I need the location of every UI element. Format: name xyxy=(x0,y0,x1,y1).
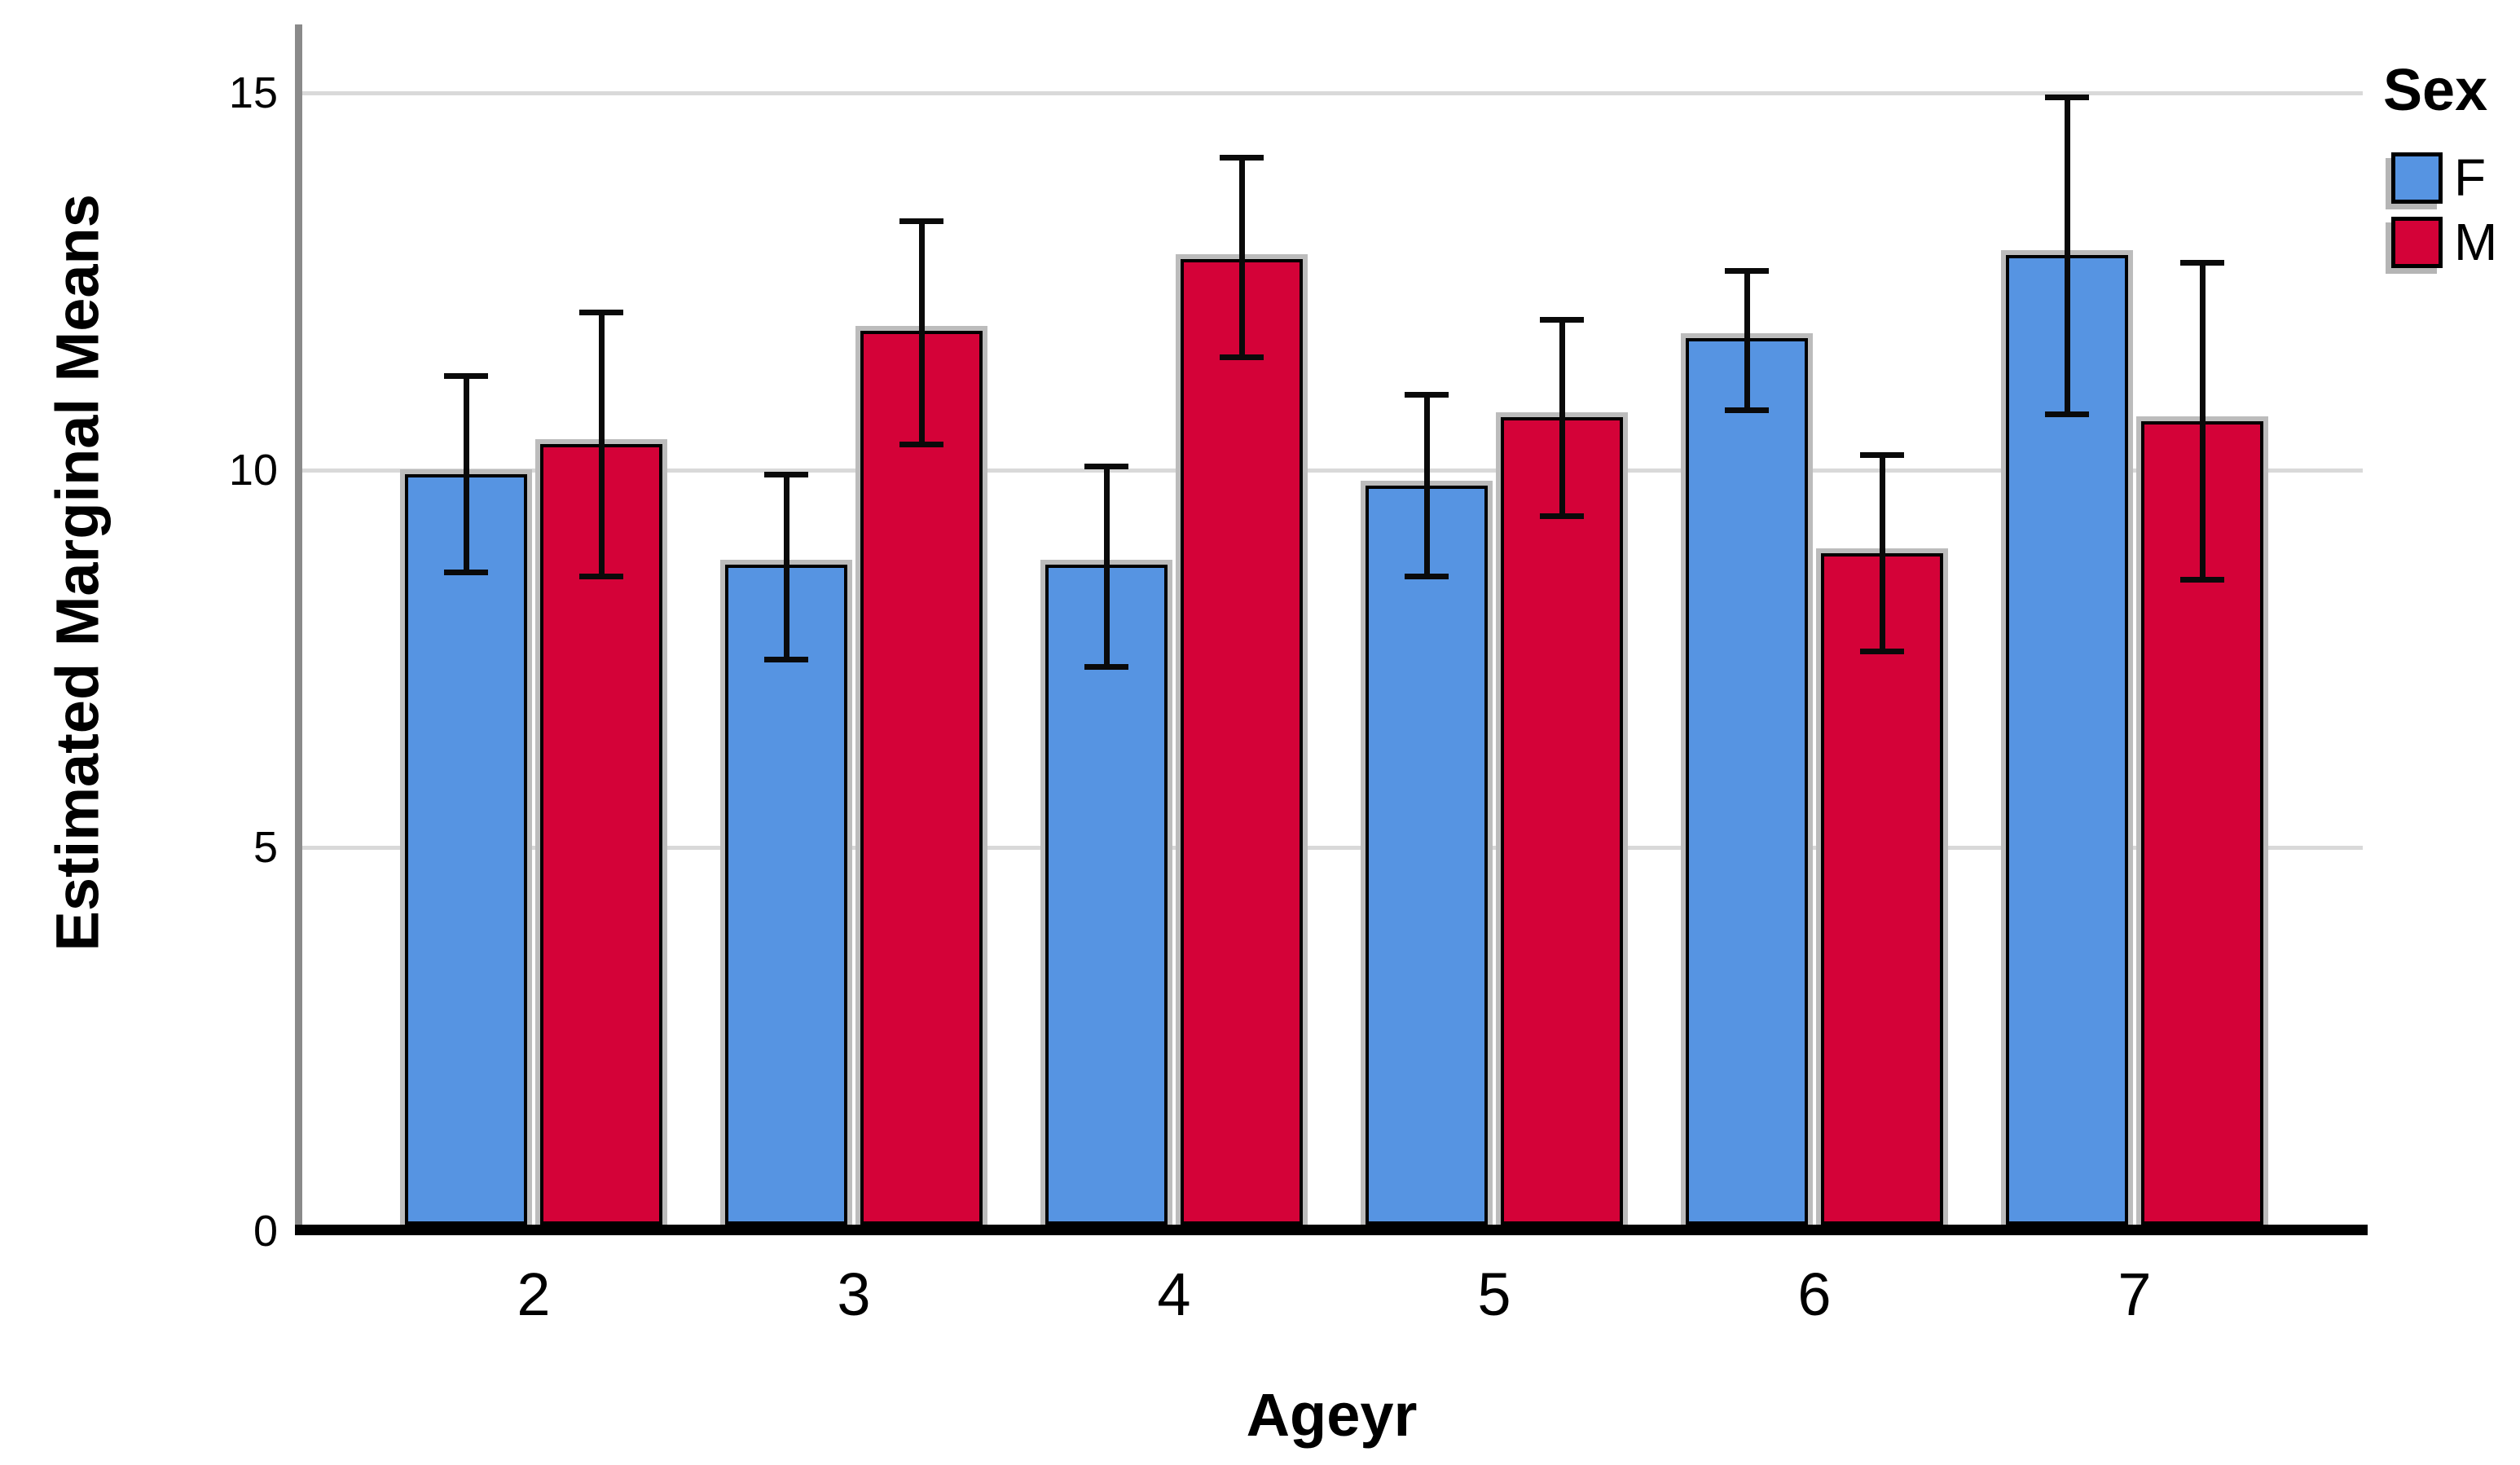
legend-swatch-F xyxy=(2391,152,2443,204)
y-axis-title: Estimated Marginal Means xyxy=(43,194,112,952)
error-cap-bottom-F-7 xyxy=(2045,411,2089,417)
error-cap-top-M-4 xyxy=(1220,154,1264,161)
error-cap-top-M-6 xyxy=(1860,452,1904,459)
x-tick-label-7: 7 xyxy=(2118,1260,2152,1328)
y-tick-label-5: 5 xyxy=(253,823,278,872)
bar-F-3 xyxy=(720,559,852,1230)
legend-label-F: F xyxy=(2454,148,2487,207)
error-cap-bottom-F-2 xyxy=(444,570,488,575)
error-bar-F-7 xyxy=(2065,96,2070,414)
error-bar-F-4 xyxy=(1104,466,1110,667)
x-tick-label-5: 5 xyxy=(1477,1260,1511,1328)
y-tick-label-10: 10 xyxy=(228,446,278,495)
error-bar-M-3 xyxy=(919,221,925,444)
gridline-y-10 xyxy=(301,469,2363,473)
error-bar-M-6 xyxy=(1880,455,1885,652)
error-cap-bottom-F-4 xyxy=(1084,663,1128,670)
legend-swatch-M xyxy=(2391,217,2443,268)
error-cap-bottom-M-6 xyxy=(1860,649,1904,655)
error-bar-F-2 xyxy=(464,376,469,572)
error-cap-top-M-5 xyxy=(1540,316,1584,323)
y-axis-line xyxy=(295,24,302,1235)
bar-M-4 xyxy=(1176,253,1308,1230)
gridline-y-5 xyxy=(301,846,2363,850)
error-bar-F-5 xyxy=(1424,394,1430,576)
bar-F-6 xyxy=(1681,332,1813,1230)
error-cap-top-F-6 xyxy=(1725,267,1769,274)
bar-F-2 xyxy=(400,469,532,1230)
error-cap-top-M-3 xyxy=(899,218,943,225)
error-cap-bottom-M-2 xyxy=(579,573,623,579)
error-cap-top-F-5 xyxy=(1405,392,1449,398)
error-bar-F-6 xyxy=(1744,270,1750,410)
error-cap-top-F-2 xyxy=(444,373,488,380)
error-cap-bottom-F-3 xyxy=(764,656,808,662)
bar-F-5 xyxy=(1361,480,1493,1230)
error-cap-top-F-4 xyxy=(1084,464,1128,470)
error-cap-bottom-M-4 xyxy=(1220,354,1264,361)
error-cap-top-M-2 xyxy=(579,309,623,315)
gridline-y-15 xyxy=(301,91,2363,95)
error-cap-top-F-3 xyxy=(764,471,808,477)
error-bar-F-3 xyxy=(784,473,789,659)
error-cap-bottom-M-3 xyxy=(899,441,943,447)
x-tick-label-6: 6 xyxy=(1797,1260,1832,1328)
error-bar-M-7 xyxy=(2200,262,2206,580)
bar-M-3 xyxy=(855,325,987,1230)
bar-M-6 xyxy=(1816,548,1948,1230)
error-cap-top-F-7 xyxy=(2045,94,2089,100)
error-cap-bottom-M-7 xyxy=(2180,577,2224,583)
error-cap-bottom-M-5 xyxy=(1540,513,1584,519)
bar-F-4 xyxy=(1040,559,1172,1230)
error-bar-M-5 xyxy=(1559,319,1565,516)
x-axis-title: Ageyr xyxy=(1246,1381,1418,1449)
error-cap-bottom-F-6 xyxy=(1725,407,1769,413)
legend-label-M: M xyxy=(2454,213,2498,271)
x-tick-label-2: 2 xyxy=(517,1260,551,1328)
x-axis-line xyxy=(295,1225,2368,1235)
x-tick-label-3: 3 xyxy=(837,1260,871,1328)
error-bar-M-4 xyxy=(1239,156,1245,358)
legend-title: Sex xyxy=(2383,58,2488,123)
error-bar-M-2 xyxy=(599,311,605,576)
y-tick-label-0: 0 xyxy=(253,1207,278,1256)
bar-M-5 xyxy=(1496,412,1628,1230)
y-tick-label-15: 15 xyxy=(228,68,278,117)
x-tick-label-4: 4 xyxy=(1157,1260,1191,1328)
error-cap-top-M-7 xyxy=(2180,260,2224,266)
error-cap-bottom-F-5 xyxy=(1405,573,1449,579)
